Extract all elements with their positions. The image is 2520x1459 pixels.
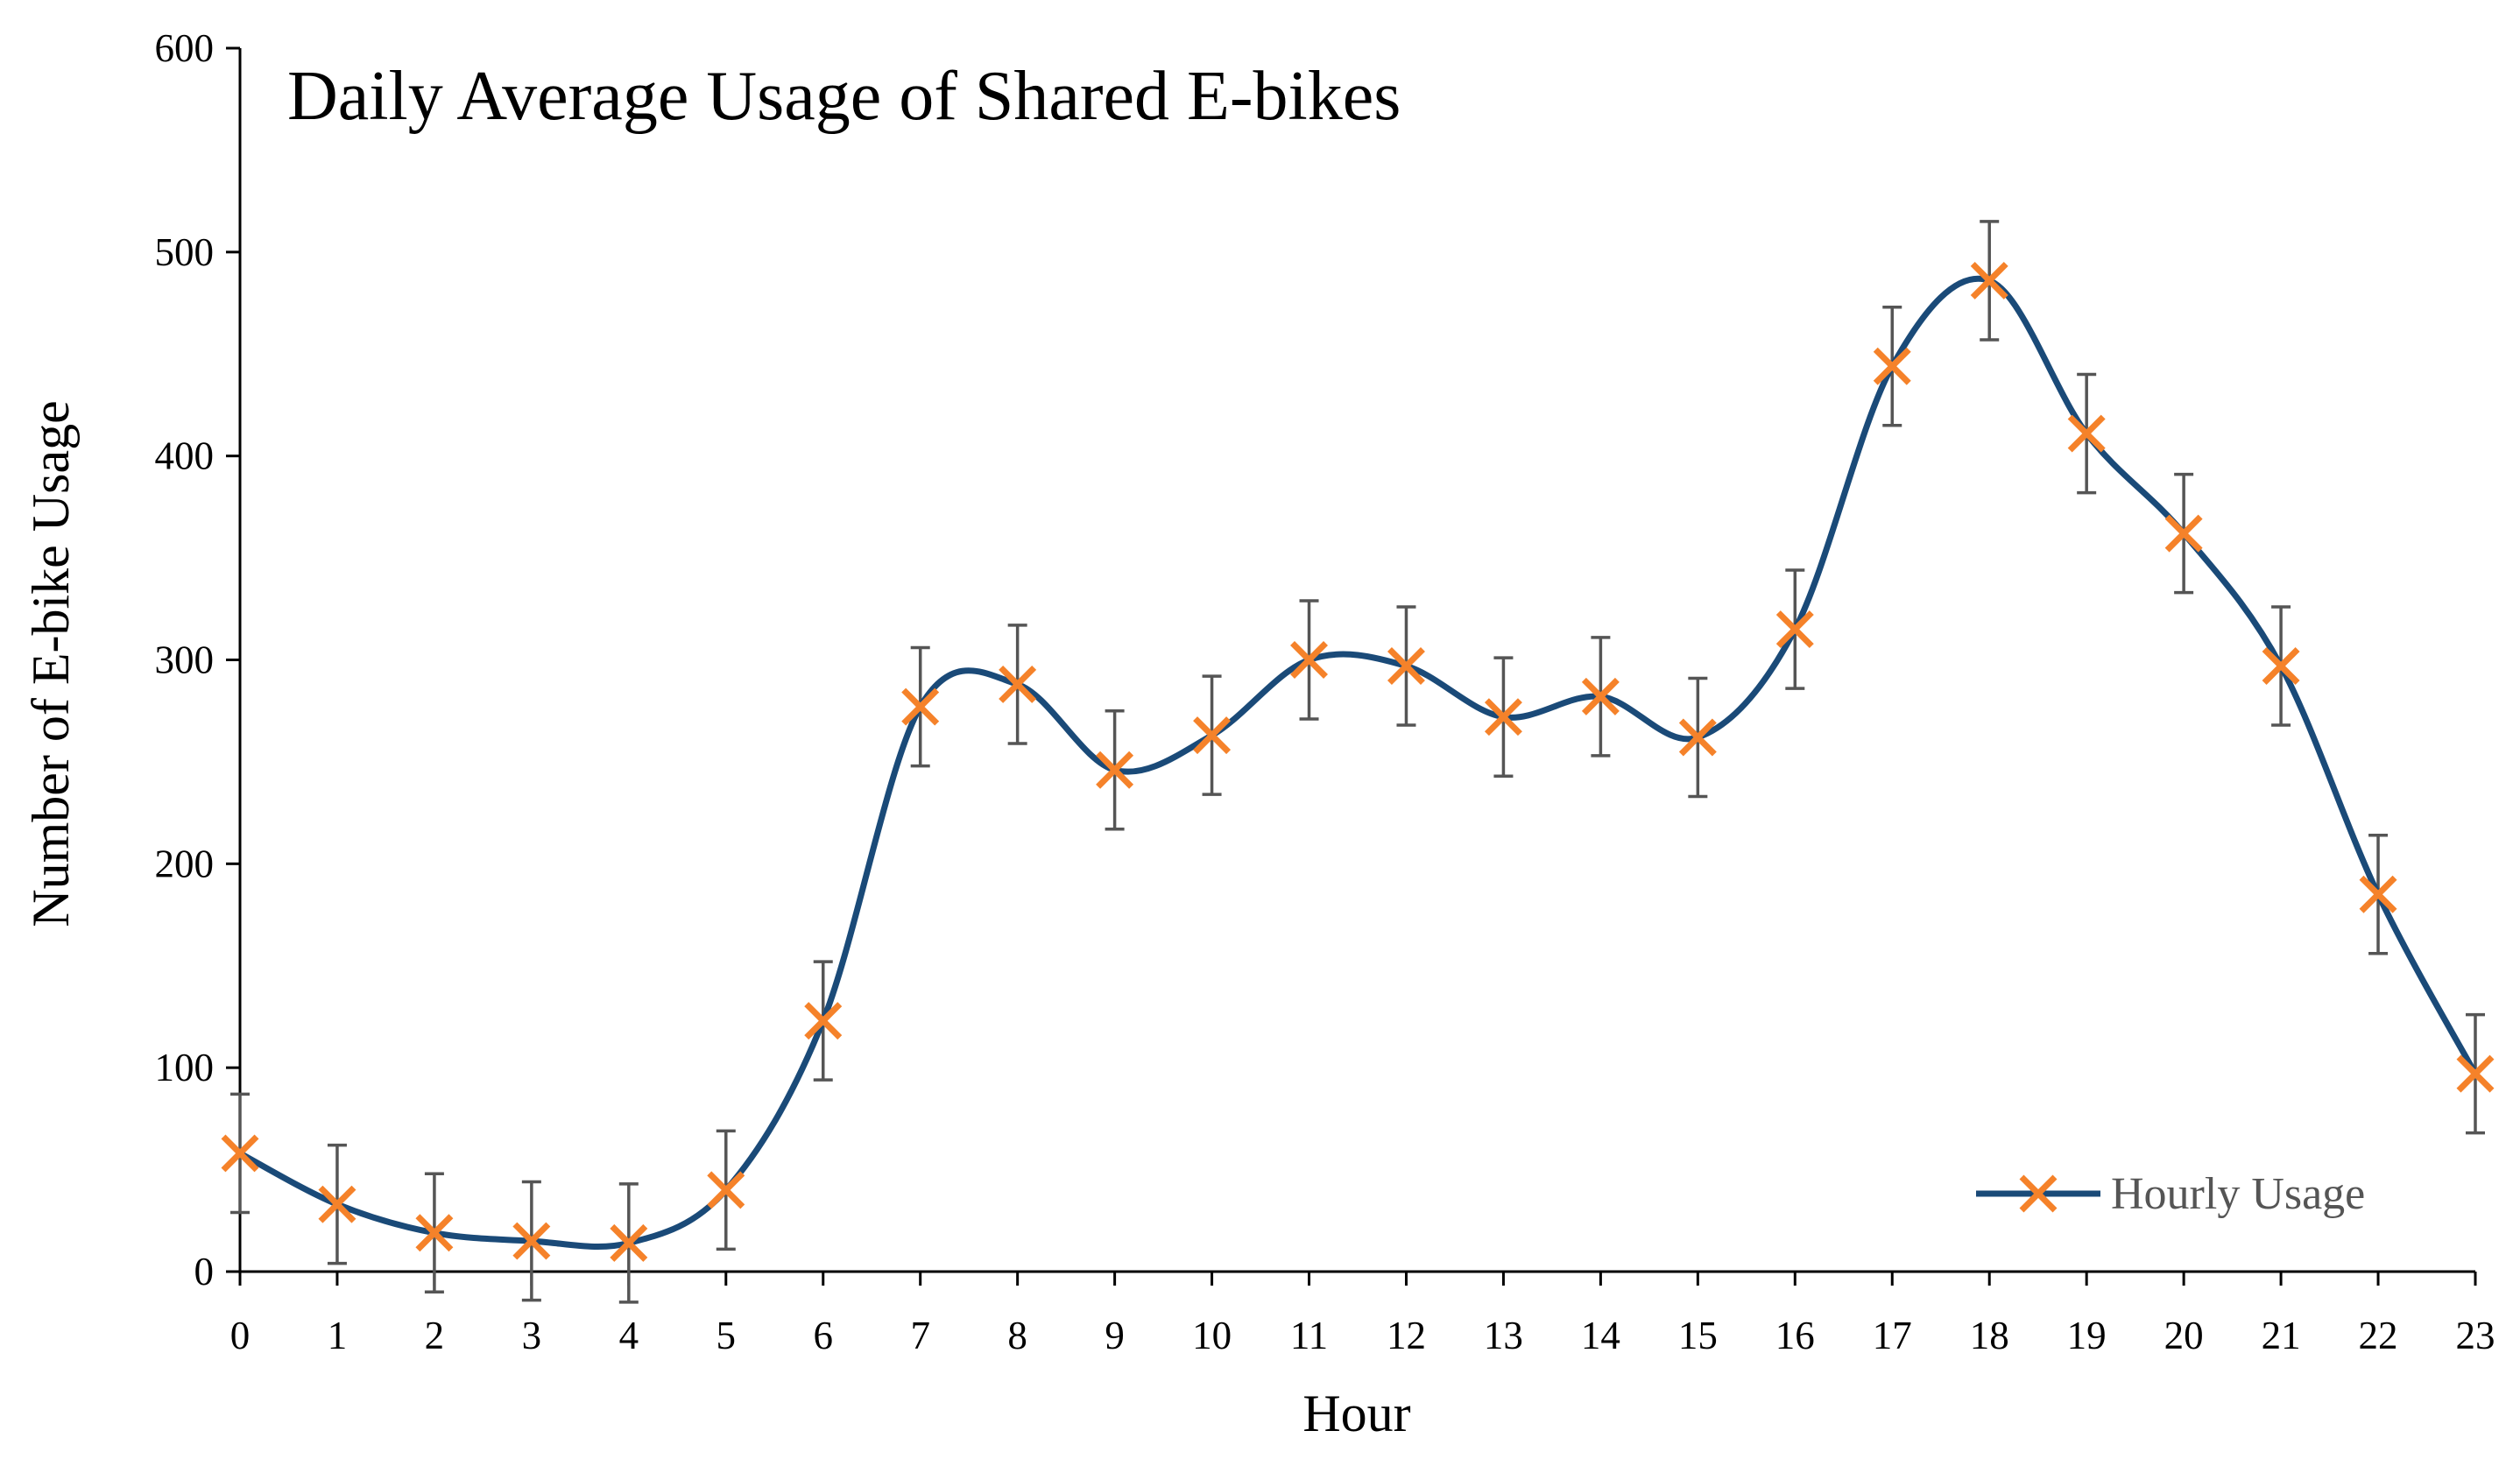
x-tick-label: 20 <box>2164 1314 2204 1357</box>
marker-stroke <box>2262 647 2300 685</box>
data-point <box>1775 610 1814 649</box>
x-tick-label: 7 <box>910 1314 930 1357</box>
marker-stroke <box>1678 718 1717 757</box>
x-tick-label: 2 <box>425 1314 445 1357</box>
x-tick-label: 5 <box>716 1314 737 1357</box>
marker-stroke <box>1096 751 1134 789</box>
y-axis-title: Number of E-bike Usage <box>22 400 80 927</box>
marker-stroke <box>2456 1054 2495 1093</box>
marker-stroke <box>1873 347 1911 385</box>
legend-marker-x <box>2019 1174 2058 1213</box>
marker-stroke <box>999 665 1037 703</box>
data-point <box>1290 641 1328 679</box>
data-point <box>610 1223 648 1262</box>
data-point <box>2164 514 2203 553</box>
y-tick-label: 200 <box>155 842 215 885</box>
data-point <box>1484 698 1522 737</box>
marker-stroke <box>1581 677 1620 715</box>
x-tick-label: 0 <box>230 1314 251 1357</box>
legend: Hourly Usage <box>1976 1169 2365 1219</box>
data-point <box>2456 1054 2495 1093</box>
marker-stroke <box>610 1223 648 1262</box>
marker-stroke <box>707 1171 745 1209</box>
data-point <box>318 1185 356 1223</box>
y-tick-label: 300 <box>155 638 215 682</box>
data-point <box>221 1134 259 1173</box>
data-point <box>2067 414 2106 453</box>
marker-stroke <box>1775 610 1814 649</box>
data-point <box>999 665 1037 703</box>
y-tick-label: 100 <box>155 1046 215 1089</box>
data-point <box>1678 718 1717 757</box>
marker-stroke <box>318 1185 356 1223</box>
x-tick-label: 18 <box>1970 1314 2009 1357</box>
x-tick-label: 11 <box>1290 1314 1328 1357</box>
x-tick-label: 9 <box>1105 1314 1125 1357</box>
data-point <box>1581 677 1620 715</box>
marker-stroke <box>221 1134 259 1173</box>
data-point <box>512 1222 551 1260</box>
marker-stroke <box>2164 514 2203 553</box>
marker-stroke <box>415 1214 454 1252</box>
x-tick-label: 12 <box>1387 1314 1426 1357</box>
data-point <box>415 1214 454 1252</box>
marker-stroke <box>804 1002 843 1040</box>
data-point <box>1096 751 1134 789</box>
marker-stroke <box>1193 716 1232 755</box>
marker-stroke <box>2019 1174 2058 1213</box>
marker-stroke <box>512 1222 551 1260</box>
x-tick-label: 17 <box>1873 1314 1912 1357</box>
x-tick-label: 1 <box>328 1314 348 1357</box>
x-tick-label: 3 <box>522 1314 542 1357</box>
data-point <box>2359 875 2397 913</box>
marker-stroke <box>2359 875 2397 913</box>
x-tick-label: 8 <box>1007 1314 1027 1357</box>
data-point <box>2262 647 2300 685</box>
marker-stroke <box>901 687 940 726</box>
y-tick-label: 500 <box>155 230 215 274</box>
x-tick-label: 10 <box>1192 1314 1232 1357</box>
legend-label: Hourly Usage <box>2111 1169 2365 1219</box>
y-tick-label: 600 <box>155 26 215 70</box>
x-tick-label: 13 <box>1484 1314 1523 1357</box>
y-tick-label: 400 <box>155 434 215 478</box>
chart-title: Daily Average Usage of Shared E-bikes <box>287 58 1401 135</box>
data-point <box>901 687 940 726</box>
marker-stroke <box>1387 647 1425 685</box>
marker-stroke <box>1484 698 1522 737</box>
data-point <box>1873 347 1911 385</box>
x-tick-label: 21 <box>2262 1314 2301 1357</box>
x-tick-label: 15 <box>1678 1314 1718 1357</box>
marker-stroke <box>2067 414 2106 453</box>
series-line <box>236 275 2479 1250</box>
data-point <box>804 1002 843 1040</box>
x-tick-label: 16 <box>1775 1314 1815 1357</box>
x-tick-label: 19 <box>2067 1314 2107 1357</box>
x-tick-label: 6 <box>813 1314 833 1357</box>
x-tick-label: 14 <box>1581 1314 1620 1357</box>
data-point <box>1193 716 1232 755</box>
y-tick-label: 0 <box>194 1250 215 1293</box>
x-tick-label: 4 <box>619 1314 639 1357</box>
x-tick-label: 23 <box>2456 1314 2495 1357</box>
data-point <box>1387 647 1425 685</box>
marker-stroke <box>1290 641 1328 679</box>
legend-marker-icon <box>2019 1174 2058 1213</box>
data-point <box>707 1171 745 1209</box>
data-point <box>1970 261 2008 300</box>
x-tick-label: 22 <box>2359 1314 2398 1357</box>
marker-stroke <box>1970 261 2008 300</box>
x-axis-title: Hour <box>1302 1385 1410 1442</box>
